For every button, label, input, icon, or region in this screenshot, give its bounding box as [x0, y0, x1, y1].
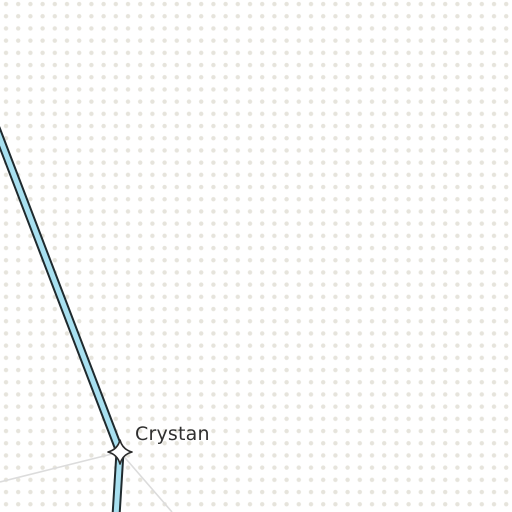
four-point-star-icon — [107, 439, 133, 465]
location-label: Crystan — [135, 423, 210, 445]
faint-paths — [0, 451, 173, 512]
faint-path-southeast — [119, 451, 173, 512]
location-marker-crystan[interactable]: Crystan — [107, 423, 210, 465]
faint-path-west — [0, 451, 121, 483]
